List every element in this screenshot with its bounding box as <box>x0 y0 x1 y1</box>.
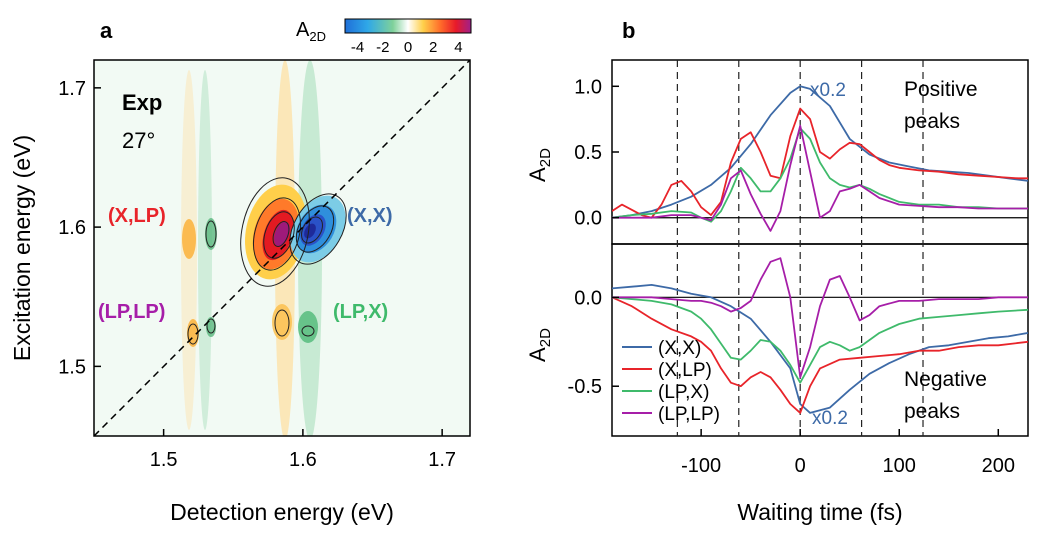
panel-a-ytick-label: 1.7 <box>58 78 86 100</box>
panel-b-xtick-label: -100 <box>681 455 721 477</box>
bottom-series-lp-x <box>612 296 1028 384</box>
colorbar-label-main: A <box>296 19 310 41</box>
contour-main-positive-3 <box>263 211 295 259</box>
label-exp: Exp <box>122 90 162 115</box>
panel-b-bottom-ytick-label: 0.0 <box>574 287 602 309</box>
colorbar-ticks: -4 -2 0 2 4 <box>351 39 463 56</box>
map-streak-negative-1 <box>198 70 212 430</box>
bottom-series-x-x <box>612 284 1028 414</box>
colorbar-label: A2D <box>296 19 326 44</box>
bottom-series-lines <box>612 257 1028 414</box>
panel-a-xlabel: Detection energy (eV) <box>170 499 394 525</box>
panel-a-xtick-label: 1.5 <box>150 449 178 471</box>
colorbar-tick-label: -4 <box>351 39 364 56</box>
bottom-negative-label-1: Negative <box>904 368 987 391</box>
panel-b-xtick-label: 0 <box>795 455 806 477</box>
top-positive-label-1: Positive <box>904 78 978 101</box>
panel-b-traces: -100 0 100 200 0.0 0.5 1.0 0.0 -0.5 Positive pea… <box>525 59 1029 525</box>
contour-main-positive-1 <box>240 177 310 287</box>
colorbar-tick-label: -2 <box>376 39 389 56</box>
panel-b-xtick-label: 200 <box>982 455 1015 477</box>
map-features <box>94 60 470 436</box>
panel-b-top-ytick-label: 0.0 <box>574 208 602 230</box>
contour-xlp-left-neg <box>205 220 217 248</box>
map-contours <box>187 177 347 345</box>
contour-main-positive-2 <box>253 197 301 271</box>
legend-label-lp-lp: (LP,LP) <box>658 404 720 425</box>
label-lp-x: (LP,X) <box>333 301 388 323</box>
bottom-series-lp-lp <box>612 257 1028 379</box>
bottom-ylabel: A2D <box>525 328 554 362</box>
panel-b-top-ytick-label: 0.5 <box>574 142 602 164</box>
colorbar-tick-label: 4 <box>454 39 462 56</box>
bottom-ylabel-main: A <box>525 347 550 362</box>
contour-main-positive-4 <box>272 221 290 247</box>
map-peak-lpx <box>298 311 318 343</box>
colorbar: A2D -4 -2 0 2 4 <box>296 18 472 56</box>
contour-lplp-neg <box>206 318 216 334</box>
top-ylabel: A2D <box>525 148 554 182</box>
colorbar-label-sub: 2D <box>309 29 326 44</box>
legend: (X,X)(X,LP)(LP,X)(LP,LP) <box>622 338 720 425</box>
top-scale-note: x0.2 <box>810 80 846 101</box>
bottom-negative-label-2: peaks <box>904 400 960 423</box>
colorbar-tick-label: 0 <box>404 39 412 56</box>
map-peak-xlp-left-neg <box>205 218 217 250</box>
top-series-x-lp <box>612 107 1028 219</box>
map-peak-main-negative-core <box>304 223 316 239</box>
contour-lp-pos <box>274 309 290 337</box>
map-diagonal-line <box>94 60 470 436</box>
label-angle: 27° <box>122 128 155 153</box>
top-series-x-x <box>612 85 1028 219</box>
label-lp-lp: (LP,LP) <box>98 301 165 323</box>
contour-main-negative-2 <box>295 205 335 253</box>
panel-b-bottom-ytick-label: -0.5 <box>568 376 602 398</box>
panel-a-letter: a <box>100 18 113 43</box>
colorbar-gradient <box>344 18 472 34</box>
top-series-lines <box>612 85 1028 232</box>
map-peak-xlp-left <box>182 219 196 259</box>
panel-a-axes: 1.5 1.6 1.7 1.5 1.6 1.7 <box>58 78 456 471</box>
label-x-x: (X,X) <box>347 205 393 227</box>
colorbar-tick-label: 2 <box>429 39 437 56</box>
legend-label-x-x: (X,X) <box>658 338 701 359</box>
panel-b-bottom-frame <box>611 243 1029 437</box>
bottom-series-x-lp <box>612 296 1028 414</box>
panel-b-xlabel: Waiting time (fs) <box>737 499 902 525</box>
panel-a-ytick-label: 1.5 <box>58 356 86 378</box>
label-x-lp: (X,LP) <box>108 205 166 227</box>
panel-b-axes: -100 0 100 200 0.0 0.5 1.0 0.0 -0.5 <box>568 76 1015 477</box>
legend-label-x-lp: (X,LP) <box>658 360 712 381</box>
top-series-lp-lp <box>612 124 1028 232</box>
bottom-scale-note: x0.2 <box>812 408 848 429</box>
panel-a-ylabel: Excitation energy (eV) <box>9 135 35 361</box>
top-ylabel-sub: 2D <box>537 148 554 167</box>
contour-main-negative-3 <box>301 216 323 244</box>
panel-b-letter: b <box>622 18 635 43</box>
panel-b-xtick-label: 100 <box>883 455 916 477</box>
contour-lpx <box>301 325 315 337</box>
map-frame <box>93 59 471 437</box>
top-ylabel-main: A <box>525 167 550 182</box>
waiting-time-markers <box>676 60 924 436</box>
panel-b-top-ytick-label: 1.0 <box>574 76 602 98</box>
contour-lplp <box>187 323 199 345</box>
panel-a-heatmap: Exp 27° (X,LP) (X,X) (LP,LP) (LP,X) 1.5 1… <box>9 18 472 525</box>
panel-a-xtick-label: 1.7 <box>428 449 456 471</box>
legend-label-lp-x: (LP,X) <box>658 382 709 403</box>
contour-main-negative-1 <box>289 193 347 265</box>
panel-a-xtick-label: 1.6 <box>289 449 317 471</box>
panel-a-ytick-label: 1.6 <box>58 217 86 239</box>
top-positive-label-2: peaks <box>904 110 960 133</box>
bottom-ylabel-sub: 2D <box>537 328 554 347</box>
